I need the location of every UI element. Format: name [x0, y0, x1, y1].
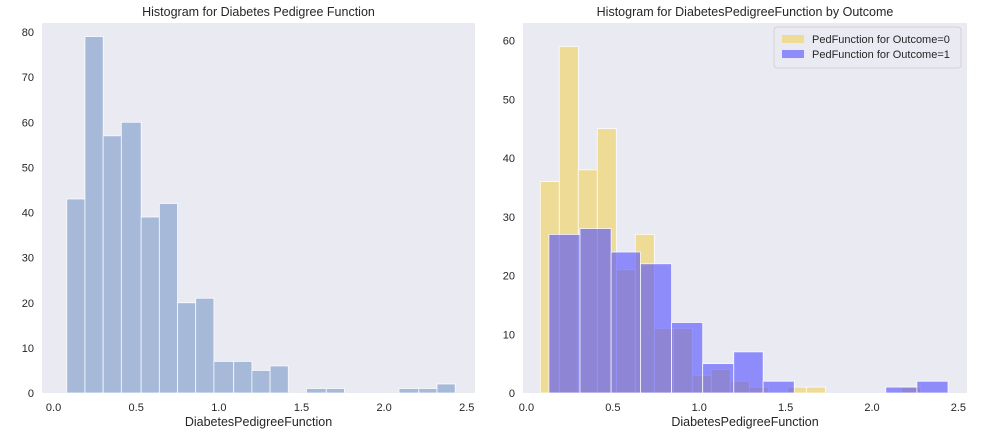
legend: PedFunction for Outcome=0 PedFunction fo…	[773, 26, 962, 69]
x-tick-label-1-1: 0.5	[605, 402, 620, 414]
right-y-axis-ticks: 0 10 20 30 40 50 60	[503, 36, 515, 400]
y-tick-label-1-6: 60	[503, 36, 515, 48]
y-tick-label-1-3: 30	[503, 212, 515, 224]
right-histogram-panel: 0 10 20 30 40 50 60 0.0 0.5 1.0 1.5 2.0 2.5 Histogr…	[503, 5, 967, 429]
legend-label-outcome-0: PedFunction for Outcome=0	[812, 34, 950, 46]
histogram-bar-1-1-2	[610, 251, 641, 394]
histogram-bar-0-0-2	[102, 135, 122, 394]
histogram-bar-1-1-12	[916, 380, 949, 394]
x-tick-label-1-5: 2.5	[951, 402, 966, 414]
legend-swatch-outcome-1	[782, 50, 804, 58]
y-tick-label-1-5: 50	[503, 94, 515, 106]
histogram-bar-0-0-7	[195, 297, 215, 394]
histogram-bar-0-0-13	[306, 388, 327, 394]
histogram-bar-0-0-20	[436, 383, 456, 394]
y-tick-label-0-4: 40	[22, 208, 34, 220]
y-tick-label-0-3: 30	[22, 253, 34, 265]
y-tick-label-0-0: 0	[28, 388, 34, 400]
y-tick-label-0-1: 10	[22, 343, 34, 355]
histogram-bar-1-1-4	[671, 322, 704, 394]
histogram-bar-0-0-5	[158, 203, 178, 394]
y-tick-label-0-5: 50	[22, 162, 34, 174]
left-x-axis-label: DiabetesPedigreeFunction	[185, 415, 332, 429]
left-x-axis-ticks: 0.0 0.5 1.0 1.5 2.0 2.5	[46, 402, 474, 414]
histogram-bar-0-0-18	[398, 388, 420, 394]
histogram-bar-0-0-1	[84, 36, 104, 394]
histogram-bar-0-0-8	[213, 361, 235, 394]
x-tick-label-0-2: 1.0	[211, 402, 226, 414]
x-tick-label-1-2: 1.0	[692, 402, 707, 414]
right-histogram-bars	[539, 46, 949, 394]
y-tick-label-0-8: 80	[22, 27, 34, 39]
histogram-bar-0-0-3	[120, 121, 142, 394]
x-tick-label-0-3: 1.5	[294, 402, 309, 414]
histogram-bar-0-0-9	[233, 361, 253, 394]
legend-swatch-outcome-0	[782, 35, 804, 43]
y-tick-label-1-2: 20	[503, 271, 515, 283]
x-tick-label-0-4: 2.0	[376, 402, 391, 414]
histogram-bar-1-1-11	[885, 386, 918, 394]
left-histogram-panel: 0 10 20 30 40 50 60 70 80 0.0 0.5 1.0 1.5 2.0 2.5 His…	[22, 5, 475, 429]
y-tick-label-0-6: 60	[22, 117, 34, 129]
histogram-bar-1-1-3	[640, 263, 672, 394]
x-tick-label-0-5: 2.5	[459, 402, 474, 414]
x-tick-label-1-0: 0.0	[519, 402, 534, 414]
legend-box	[773, 26, 962, 69]
left-chart-title: Histogram for Diabetes Pedigree Function	[142, 5, 375, 19]
y-tick-label-0-2: 20	[22, 298, 34, 310]
x-tick-label-0-0: 0.0	[46, 402, 61, 414]
histogram-bar-0-0-4	[140, 216, 160, 394]
left-y-axis-ticks: 0 10 20 30 40 50 60 70 80	[22, 27, 34, 400]
x-tick-label-1-3: 1.5	[778, 402, 793, 414]
y-tick-label-0-7: 70	[22, 72, 34, 84]
y-tick-label-1-0: 0	[509, 388, 515, 400]
y-tick-label-1-4: 40	[503, 153, 515, 165]
histogram-bar-1-1-0	[548, 234, 581, 394]
histogram-bar-0-0-14	[325, 388, 345, 394]
legend-label-outcome-1: PedFunction for Outcome=1	[812, 49, 950, 61]
x-tick-label-1-4: 2.0	[864, 402, 879, 414]
histogram-bar-0-0-10	[251, 370, 271, 394]
right-x-axis-label: DiabetesPedigreeFunction	[671, 415, 818, 429]
y-tick-label-1-1: 10	[503, 329, 515, 341]
histogram-bar-1-0-14	[805, 386, 826, 394]
right-chart-title: Histogram for DiabetesPedigreeFunction b…	[597, 5, 894, 19]
histogram-bar-1-1-6	[733, 351, 764, 394]
histogram-bar-0-0-19	[418, 388, 438, 394]
histogram-bar-0-0-6	[177, 302, 197, 394]
x-tick-label-0-1: 0.5	[129, 402, 144, 414]
histogram-bar-0-0-11	[269, 365, 289, 394]
histogram-bar-0-0-0	[66, 198, 86, 394]
left-histogram-bars	[66, 36, 456, 394]
histogram-bar-1-1-5	[702, 363, 735, 394]
right-x-axis-ticks: 0.0 0.5 1.0 1.5 2.0 2.5	[519, 402, 966, 414]
histogram-bar-1-1-7	[762, 380, 795, 394]
histogram-bar-1-1-1	[579, 228, 612, 394]
